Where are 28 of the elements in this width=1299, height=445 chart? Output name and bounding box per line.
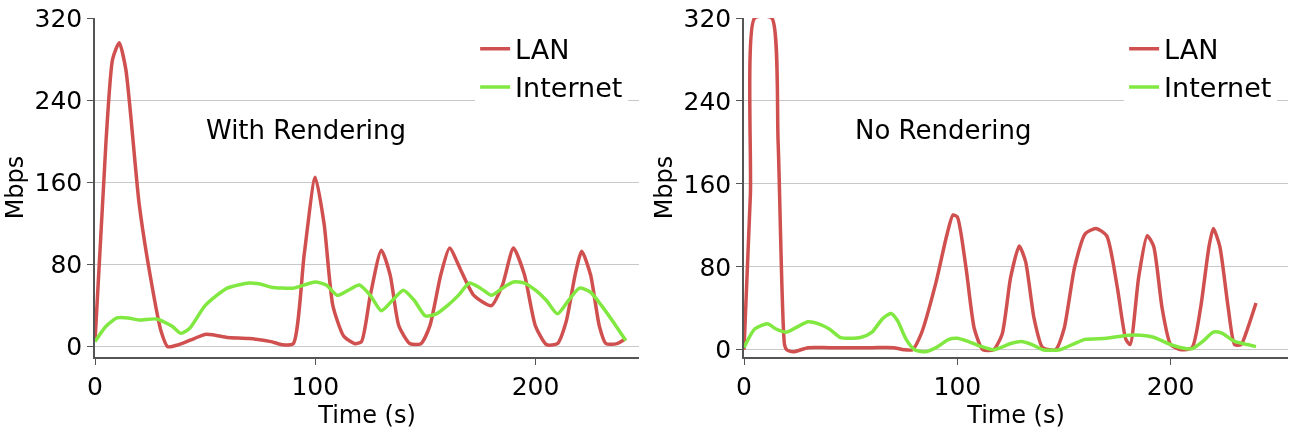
y-tick-label: 160: [683, 169, 732, 199]
y-axis-title: Mbps: [650, 155, 679, 220]
x-tick-label: 200: [511, 371, 560, 401]
legend-label: Internet: [1164, 72, 1272, 104]
x-tick-label: 0: [736, 371, 752, 401]
y-tick-label: 0: [715, 335, 732, 365]
x-tick-label: 0: [87, 371, 103, 401]
x-axis-title: Time (s): [317, 400, 416, 429]
y-tick-label: 0: [66, 332, 83, 362]
legend-label: Internet: [515, 72, 623, 104]
line-series: [95, 280, 628, 344]
y-tick-label: 80: [50, 250, 83, 280]
x-tick-label: 100: [933, 371, 982, 401]
x-tick-label: 100: [291, 371, 340, 401]
legend-label: LAN: [1164, 34, 1219, 66]
line-series: [744, 311, 1258, 354]
y-tick-label: 80: [699, 252, 732, 282]
y-tick-label: 320: [683, 3, 732, 33]
legend-label: LAN: [515, 34, 570, 66]
y-tick-label: 240: [683, 86, 732, 116]
y-tick-label: 160: [34, 168, 83, 198]
y-tick-label: 240: [34, 85, 83, 115]
x-tick-label: 200: [1146, 371, 1195, 401]
x-axis-title: Time (s): [966, 400, 1065, 429]
y-tick-label: 320: [34, 3, 83, 33]
annotation: With Rendering: [206, 115, 407, 145]
annotation: No Rendering: [855, 115, 1032, 145]
y-axis-title: Mbps: [1, 155, 30, 220]
